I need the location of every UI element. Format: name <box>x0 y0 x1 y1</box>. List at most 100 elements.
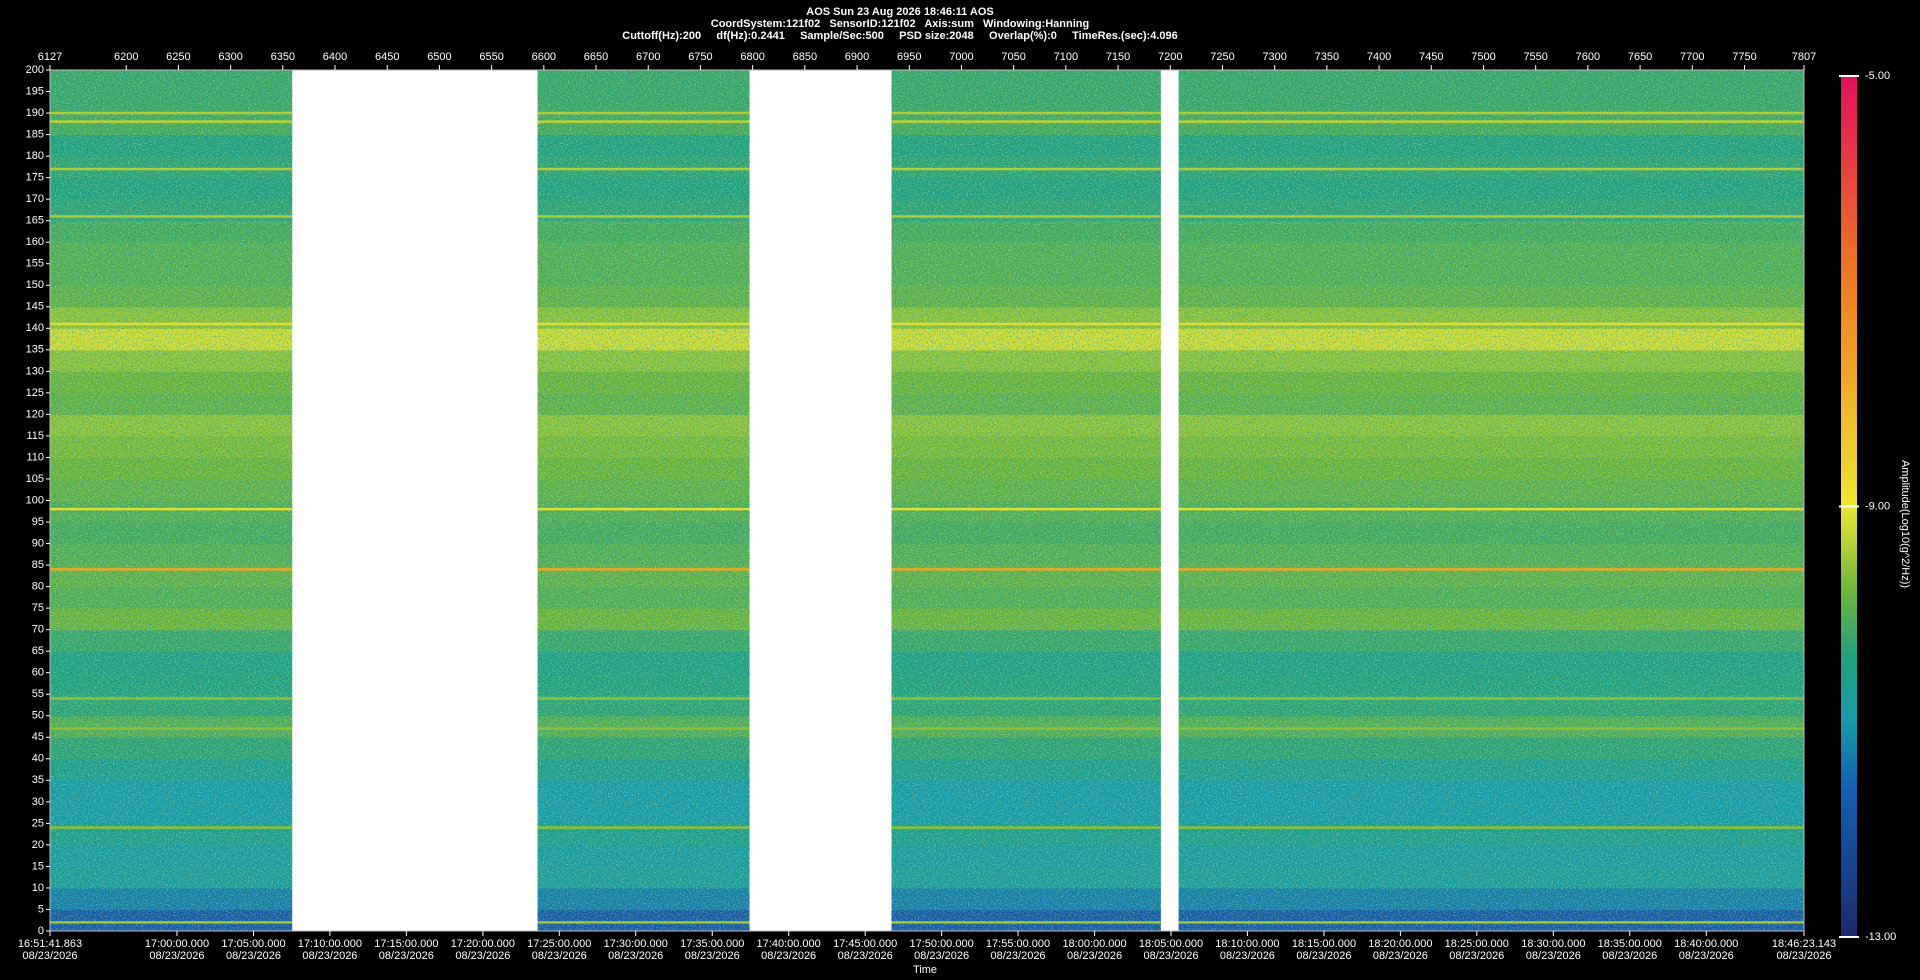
x-tick-label: 6500 <box>427 51 451 63</box>
y-tick-label: 120 <box>26 408 44 420</box>
y-tick-label: 20 <box>32 839 44 851</box>
time-tick-date: 08/23/2026 <box>914 950 969 962</box>
time-tick-date: 08/23/2026 <box>1067 950 1122 962</box>
x-tick-label: 6200 <box>114 51 138 63</box>
y-tick-label: 15 <box>32 860 44 872</box>
time-tick-date: 08/23/2026 <box>608 950 663 962</box>
y-tick-label: 95 <box>32 516 44 528</box>
time-tick-label: 18:35:00.000 <box>1598 938 1662 950</box>
x-tick-label: 6650 <box>584 51 608 63</box>
x-tick-label: 7100 <box>1054 51 1078 63</box>
time-tick-label: 18:25:00.000 <box>1445 938 1509 950</box>
y-tick-label: 125 <box>26 387 44 399</box>
x-tick-label: 7750 <box>1732 51 1756 63</box>
colorbar-tick-label: -9.00 <box>1865 500 1890 512</box>
colorbar-tick-label: -5.00 <box>1865 70 1890 82</box>
x-tick-label: 7650 <box>1628 51 1652 63</box>
time-tick-label: 18:30:00.000 <box>1521 938 1585 950</box>
x-tick-label: 7450 <box>1419 51 1443 63</box>
time-tick-label: 18:15:00.000 <box>1292 938 1356 950</box>
y-tick-label: 85 <box>32 559 44 571</box>
x-tick-label: 7600 <box>1576 51 1600 63</box>
time-tick-label: 17:05:00.000 <box>221 938 285 950</box>
time-tick-label: 18:10:00.000 <box>1215 938 1279 950</box>
time-tick-date: 08/23/2026 <box>532 950 587 962</box>
y-tick-label: 195 <box>26 85 44 97</box>
y-tick-label: 170 <box>26 193 44 205</box>
x-tick-label: 6250 <box>166 51 190 63</box>
texture <box>537 70 750 931</box>
time-tick-date: 08/23/2026 <box>1602 950 1657 962</box>
time-tick-label: 17:10:00.000 <box>298 938 362 950</box>
x-tick-label: 6550 <box>479 51 503 63</box>
x-tick-label: 7300 <box>1262 51 1286 63</box>
y-tick-label: 30 <box>32 796 44 808</box>
y-tick-label: 200 <box>26 64 44 76</box>
y-tick-label: 25 <box>32 817 44 829</box>
x-tick-label: 7400 <box>1367 51 1391 63</box>
time-tick-date: 08/23/2026 <box>1449 950 1504 962</box>
x-tick-label: 6950 <box>897 51 921 63</box>
y-tick-label: 100 <box>26 494 44 506</box>
time-tick-date: 08/23/2026 <box>991 950 1046 962</box>
x-tick-label: 6350 <box>271 51 295 63</box>
colorbar-tick-label: -13.00 <box>1865 931 1896 943</box>
time-tick-label: 18:20:00.000 <box>1368 938 1432 950</box>
y-tick-label: 140 <box>26 322 44 334</box>
y-tick-label: 50 <box>32 710 44 722</box>
y-tick-label: 65 <box>32 645 44 657</box>
y-tick-label: 10 <box>32 882 44 894</box>
time-tick-label: 17:20:00.000 <box>451 938 515 950</box>
time-tick-label: 17:35:00.000 <box>680 938 744 950</box>
x-tick-label: 7700 <box>1680 51 1704 63</box>
time-tick-label: 18:46:23.143 <box>1772 938 1836 950</box>
time-tick-date: 08/23/2026 <box>455 950 510 962</box>
x-tick-label: 6450 <box>375 51 399 63</box>
time-tick-label: 18:05:00.000 <box>1139 938 1203 950</box>
y-tick-label: 180 <box>26 150 44 162</box>
x-tick-label: 7150 <box>1106 51 1130 63</box>
x-tick-label: 7807 <box>1792 51 1816 63</box>
y-tick-label: 145 <box>26 301 44 313</box>
x-tick-label: 7500 <box>1471 51 1495 63</box>
time-tick-label: 17:40:00.000 <box>757 938 821 950</box>
y-tick-label: 80 <box>32 581 44 593</box>
y-tick-label: 60 <box>32 667 44 679</box>
time-tick-date: 08/23/2026 <box>379 950 434 962</box>
y-tick-label: 155 <box>26 258 44 270</box>
texture <box>50 70 293 931</box>
time-tick-label: 17:50:00.000 <box>909 938 973 950</box>
y-tick-label: 40 <box>32 753 44 765</box>
chart-info: Cuttoff(Hz):200 df(Hz):0.2441 Sample/Sec… <box>622 30 1178 42</box>
chart-title: AOS Sun 23 Aug 2026 18:46:11 AOS <box>806 6 993 18</box>
y-tick-label: 5 <box>38 903 44 915</box>
x-tick-label: 6700 <box>636 51 660 63</box>
y-tick-label: 75 <box>32 602 44 614</box>
time-tick-date: 08/23/2026 <box>1373 950 1428 962</box>
time-tick-date: 08/23/2026 <box>761 950 816 962</box>
texture <box>1178 70 1804 931</box>
time-tick-label: 17:00:00.000 <box>145 938 209 950</box>
time-tick-date: 08/23/2026 <box>1296 950 1351 962</box>
y-tick-label: 135 <box>26 344 44 356</box>
y-tick-label: 35 <box>32 774 44 786</box>
y-tick-label: 105 <box>26 473 44 485</box>
y-tick-label: 45 <box>32 731 44 743</box>
time-tick-date: 08/23/2026 <box>302 950 357 962</box>
x-tick-label: 7550 <box>1523 51 1547 63</box>
y-tick-label: 165 <box>26 215 44 227</box>
time-tick-label: 17:30:00.000 <box>604 938 668 950</box>
x-tick-label: 7350 <box>1315 51 1339 63</box>
time-tick-date: 08/23/2026 <box>226 950 281 962</box>
time-tick-date: 08/23/2026 <box>1679 950 1734 962</box>
y-tick-label: 175 <box>26 172 44 184</box>
time-tick-date: 08/23/2026 <box>22 950 77 962</box>
y-tick-label: 55 <box>32 688 44 700</box>
time-tick-label: 17:15:00.000 <box>374 938 438 950</box>
x-tick-label: 6127 <box>38 51 62 63</box>
x-tick-label: 6900 <box>845 51 869 63</box>
time-tick-label: 17:55:00.000 <box>986 938 1050 950</box>
time-tick-label: 18:40:00.000 <box>1674 938 1738 950</box>
time-tick-date: 08/23/2026 <box>1220 950 1275 962</box>
time-tick-label: 16:51:41.863 <box>18 938 82 950</box>
